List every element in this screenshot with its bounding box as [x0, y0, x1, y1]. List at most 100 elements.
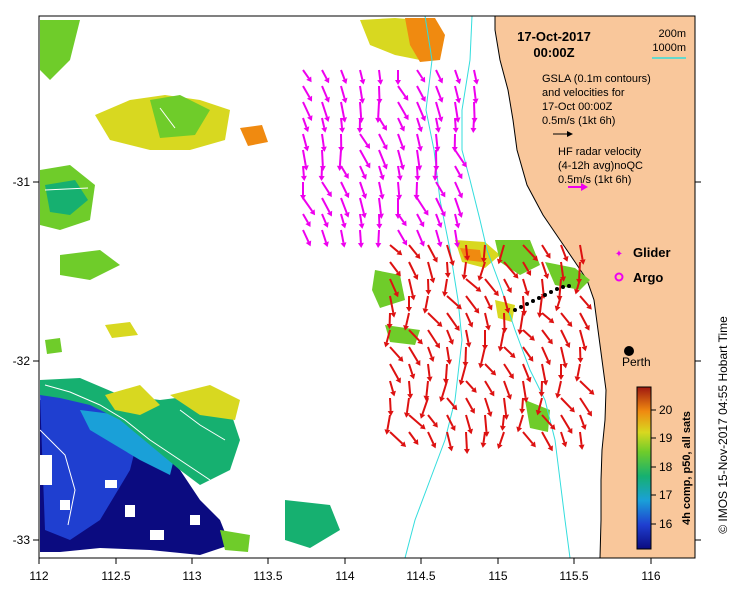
hf-radar-arrow-head [306, 95, 313, 102]
hf-radar-arrow-head [437, 116, 444, 123]
hf-radar-arrow [338, 149, 342, 167]
hf-radar-arrow [359, 133, 369, 146]
current-arrow-head [454, 325, 460, 332]
current-arrow-head [393, 291, 399, 298]
current-arrow [427, 261, 434, 279]
current-arrow [503, 380, 511, 396]
current-arrow [425, 380, 429, 397]
current-arrow-head [467, 428, 474, 435]
current-arrow-head [436, 321, 443, 327]
current-arrow-head [547, 338, 553, 345]
current-arrow-head [517, 329, 524, 335]
hf-radar-arrow-head [473, 79, 480, 85]
hf-radar-arrow-head [437, 77, 444, 84]
hf-radar-arrow [302, 69, 310, 79]
current-arrow [389, 261, 399, 273]
hf-radar-arrow [416, 69, 424, 79]
current-arrow-head [450, 425, 456, 432]
hf-radar-arrow [416, 165, 419, 177]
gsla-legend-line: 17-Oct 00:00Z [542, 101, 613, 113]
current-arrow [537, 397, 543, 411]
hf-radar-arrow [397, 165, 401, 177]
current-arrow [558, 278, 562, 297]
hf-radar-arrow-head [451, 146, 458, 152]
hf-radar-arrow [359, 213, 363, 225]
current-arrow-head [429, 277, 436, 284]
hf-radar-arrow [321, 69, 328, 80]
current-arrow [579, 244, 584, 260]
hf-radar-arrow-head [343, 173, 349, 179]
hf-radar-arrow-head [413, 194, 420, 200]
hf-radar-arrow [397, 101, 407, 117]
current-arrow [579, 397, 591, 413]
hf-radar-arrow [359, 149, 369, 165]
current-arrow-head [547, 445, 553, 452]
hf-radar-arrow [302, 165, 305, 177]
current-arrow-head [467, 321, 474, 328]
hf-radar-arrow-head [436, 241, 443, 248]
hf-radar-arrow [340, 181, 348, 195]
current-arrow-head [538, 391, 545, 397]
current-arrow [484, 295, 491, 307]
current-arrow [465, 295, 478, 311]
hf-radar-arrow-head [360, 212, 367, 219]
current-arrow [408, 414, 423, 427]
hf-radar-arrow-head [382, 144, 388, 151]
current-arrow-head [395, 270, 401, 277]
hf-radar-arrow-head [341, 117, 347, 123]
colorbar-tick-label: 18 [659, 460, 673, 474]
current-arrow [579, 431, 583, 446]
current-arrow [408, 363, 414, 375]
current-arrow [405, 397, 410, 413]
current-arrow [446, 397, 455, 408]
hf-radar-arrow [302, 101, 311, 117]
hf-radar-arrow-head [440, 191, 446, 198]
imos-credit: © IMOS 15-Nov-2017 04:55 Hobart Time [716, 316, 730, 534]
current-arrow [446, 295, 459, 307]
hf-radar-arrow [454, 181, 462, 195]
argo-marker-icon [614, 272, 624, 282]
current-arrow-head [490, 369, 497, 376]
hf-radar-arrow-head [361, 173, 367, 180]
hf-radar-arrow-head [375, 242, 382, 248]
current-arrow [498, 244, 505, 260]
current-arrow [446, 346, 451, 360]
hf-radar-arrow [378, 69, 382, 81]
hf-radar-arrow [302, 85, 311, 98]
current-arrow-head [525, 376, 532, 383]
current-arrow [560, 312, 570, 324]
current-arrow-head [588, 389, 595, 395]
current-arrow [443, 278, 448, 292]
colorbar-tick-label: 17 [659, 488, 673, 502]
lon-tick-label: 115.5 [559, 569, 588, 583]
hf-radar-arrow [378, 133, 386, 147]
current-arrow [446, 414, 454, 428]
sst-layer [40, 18, 590, 555]
current-arrow-head [446, 359, 452, 365]
hf-radar-arrow-head [434, 146, 441, 152]
hf-radar-arrow-head [321, 127, 328, 133]
hf-radar-arrow [435, 229, 441, 243]
current-arrow [579, 414, 585, 426]
hf-radar-arrow [416, 149, 421, 166]
hf-radar-arrow [321, 213, 327, 224]
hf-radar-arrow [321, 85, 329, 99]
hf-radar-arrow [416, 85, 424, 98]
current-arrow [389, 278, 398, 294]
current-arrow-head [387, 410, 394, 416]
hf-radar-arrow [454, 165, 461, 176]
current-arrow-head [451, 404, 458, 411]
perth-label: Perth [622, 355, 651, 369]
current-arrow [541, 244, 549, 255]
hf-radar-arrow-head [359, 78, 366, 85]
gsla-contours [39, 107, 226, 526]
hf-radar-arrow-head [382, 163, 388, 170]
current-arrow [408, 380, 412, 395]
current-arrow [522, 346, 532, 359]
sst-gaps [40, 455, 200, 540]
hf-radar-arrow [397, 133, 404, 147]
current-arrow-head [449, 260, 455, 267]
hf-radar-arrow-head [344, 192, 350, 199]
current-arrow-head [426, 376, 433, 382]
hf-radar-arrow-head [302, 165, 309, 171]
